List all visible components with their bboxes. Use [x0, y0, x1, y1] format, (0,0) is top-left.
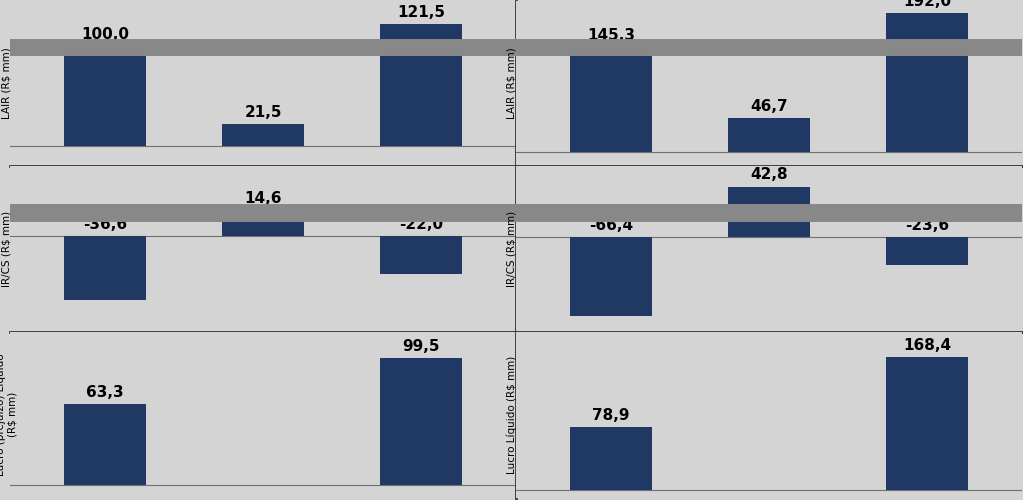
Bar	[381, 358, 462, 485]
Text: -23,6: -23,6	[905, 218, 949, 233]
Bar	[64, 236, 146, 300]
Text: -66,4: -66,4	[589, 218, 633, 233]
Bar	[570, 428, 652, 490]
Text: 14,6: 14,6	[244, 192, 282, 206]
Text: 100,0: 100,0	[81, 26, 129, 42]
Text: 121,5: 121,5	[397, 5, 445, 20]
Y-axis label: IR/CS (R$ mm): IR/CS (R$ mm)	[1, 211, 11, 287]
Bar	[64, 46, 146, 146]
Bar	[728, 186, 810, 237]
Text: 145,3: 145,3	[587, 28, 635, 43]
Y-axis label: LAIR (R$ mm): LAIR (R$ mm)	[507, 48, 517, 119]
Text: 46,7: 46,7	[750, 99, 788, 114]
Bar	[570, 237, 652, 316]
Bar	[886, 237, 968, 265]
Text: -36,6: -36,6	[83, 217, 127, 232]
Bar	[886, 357, 968, 490]
Bar	[222, 210, 304, 236]
Text: 63,3: 63,3	[86, 385, 124, 400]
Y-axis label: Lucro (prejuízo) Líquido
(R$ mm): Lucro (prejuízo) Líquido (R$ mm)	[0, 354, 17, 476]
Text: -22,0: -22,0	[399, 217, 443, 232]
Y-axis label: Lucro Líquido (R$ mm): Lucro Líquido (R$ mm)	[506, 356, 518, 474]
Bar	[886, 14, 968, 152]
Bar	[381, 236, 462, 275]
Text: 21,5: 21,5	[244, 106, 282, 120]
Bar	[64, 404, 146, 485]
Text: 192,0: 192,0	[903, 0, 951, 10]
Y-axis label: LAIR (R$ mm): LAIR (R$ mm)	[1, 48, 11, 119]
Bar	[728, 118, 810, 152]
Text: 168,4: 168,4	[903, 338, 951, 352]
Text: 99,5: 99,5	[402, 339, 440, 354]
Y-axis label: IR/CS (R$ mm): IR/CS (R$ mm)	[507, 211, 517, 287]
Bar	[222, 124, 304, 146]
Bar	[570, 47, 652, 152]
Text: 78,9: 78,9	[592, 408, 630, 423]
Bar	[381, 24, 462, 146]
Text: 42,8: 42,8	[750, 168, 788, 182]
